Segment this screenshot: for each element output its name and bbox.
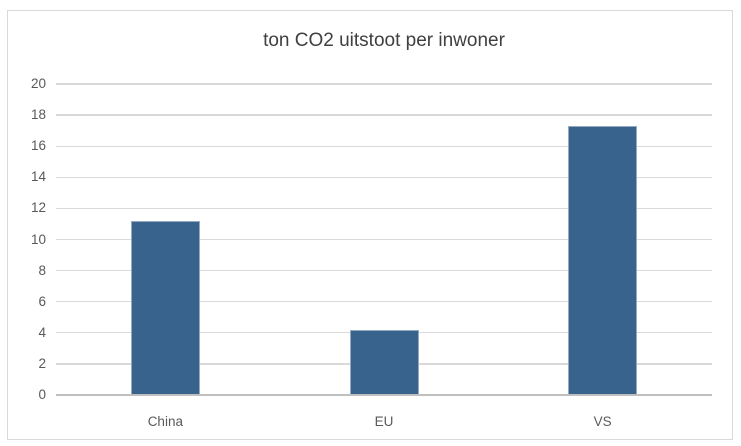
y-tick-label: 12 (30, 200, 46, 216)
y-tick-label: 8 (38, 262, 46, 278)
chart-frame: ton CO2 uitstoot per inwoner 0 2 4 6 8 10 12 14… (7, 10, 733, 440)
x-tick-label: EU (374, 414, 394, 429)
gridline (56, 83, 712, 85)
y-tick-label: 4 (38, 324, 46, 340)
y-axis-labels: 0 2 4 6 8 10 12 14 16 18 20 (8, 76, 46, 402)
gridline (56, 269, 712, 272)
x-axis-labels: China EU VS (56, 411, 712, 433)
bar-eu (349, 329, 419, 395)
bar-china (130, 220, 200, 395)
y-tick-label: 0 (38, 387, 46, 402)
x-tick-label: VS (593, 414, 612, 429)
y-tick-label: 2 (38, 355, 46, 371)
chart-title: ton CO2 uitstoot per inwoner (263, 30, 505, 51)
gridline (56, 176, 712, 178)
x-axis-line (56, 394, 712, 396)
bar-vs (568, 126, 638, 395)
x-tick-label: China (147, 414, 183, 429)
y-tick-label: 10 (30, 231, 46, 247)
y-tick-label: 6 (38, 293, 46, 309)
y-tick-label: 20 (30, 76, 46, 91)
y-tick-label: 18 (30, 107, 46, 123)
y-tick-label: 14 (30, 169, 46, 185)
y-tick-label: 16 (30, 138, 46, 154)
gridline (56, 207, 712, 210)
plot-area (56, 83, 712, 396)
gridline (56, 145, 712, 147)
gridline (56, 114, 712, 116)
gridline (56, 238, 712, 241)
gridline (56, 301, 712, 303)
